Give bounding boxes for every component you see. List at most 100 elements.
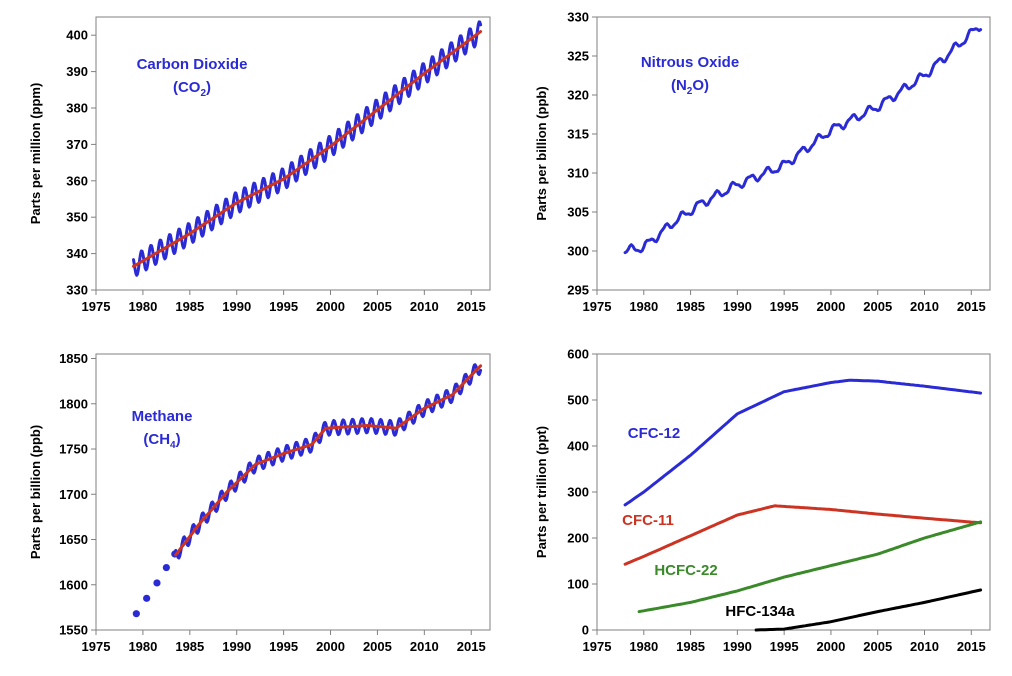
y-tick-label: 400: [66, 28, 88, 43]
x-tick-label: 2010: [410, 299, 439, 314]
x-tick-label: 2015: [957, 299, 986, 314]
series-1-line: [132, 20, 483, 277]
x-tick-label: 1985: [676, 299, 705, 314]
y-tick-label: 310: [567, 166, 589, 181]
y-tick-label: 400: [567, 439, 589, 454]
y-tick-label: 1600: [59, 577, 88, 592]
gas-name-label: Methane: [132, 408, 193, 425]
data-point: [153, 579, 161, 587]
x-tick-label: 1995: [269, 299, 298, 314]
y-tick-label: 360: [66, 173, 88, 188]
gas-name-label: Nitrous Oxide: [641, 54, 739, 71]
gas-formula-label: (CO2): [173, 79, 211, 99]
y-tick-label: 1750: [59, 442, 88, 457]
plot-frame: [596, 16, 991, 291]
y-tick-label: 200: [567, 531, 589, 546]
y-tick-label: 390: [66, 64, 88, 79]
x-tick-label: 1990: [222, 299, 251, 314]
y-tick-label: 600: [567, 347, 589, 362]
gas-formula-label: (N2O): [671, 77, 709, 97]
y-axis-label: Parts per billion (ppb): [534, 86, 549, 220]
y-tick-label: 300: [567, 244, 589, 259]
y-tick-label: 1550: [59, 623, 88, 638]
series-2-line: [132, 30, 483, 268]
y-tick-label: 1800: [59, 396, 88, 411]
y-tick-label: 295: [567, 283, 589, 298]
y-tick-label: 1650: [59, 532, 88, 547]
x-tick-label: 2015: [457, 639, 486, 654]
plot-frame: [95, 353, 491, 631]
y-tick-label: 350: [66, 210, 88, 225]
x-tick-label: 2010: [910, 639, 939, 654]
x-tick-label: 1975: [583, 299, 612, 314]
series-label: CFC-11: [622, 512, 674, 529]
gas-name-label: Carbon Dioxide: [137, 56, 248, 73]
y-axis-label: Parts per million (ppm): [28, 83, 43, 225]
y-tick-label: 1850: [59, 351, 88, 366]
data-point: [143, 594, 151, 602]
y-tick-label: 100: [567, 577, 589, 592]
data-point: [132, 610, 140, 618]
y-axis-label: Parts per billion (ppb): [28, 425, 43, 559]
x-tick-label: 2000: [316, 299, 345, 314]
series-hfc-134a-line: [754, 588, 983, 632]
chart-panel-2: 295 300 305 310 315 320 325 330 1975 1980 1985 1990…: [534, 10, 991, 314]
x-tick-label: 1995: [269, 639, 298, 654]
y-tick-label: 380: [66, 101, 88, 116]
chart-panel-4: 0 100 200 300 400 500 600 1975 1980 1985 1990 1995 2…: [534, 347, 991, 654]
x-tick-label: 1975: [82, 639, 111, 654]
y-tick-label: 340: [66, 246, 88, 261]
x-tick-label: 2005: [863, 299, 892, 314]
y-tick-label: 330: [66, 283, 88, 298]
x-tick-label: 2015: [457, 299, 486, 314]
x-tick-label: 2010: [410, 639, 439, 654]
x-tick-label: 1995: [770, 639, 799, 654]
series-2-line: [174, 363, 483, 560]
y-tick-label: 305: [567, 205, 589, 220]
y-tick-label: 315: [567, 127, 589, 142]
series-cfc-11-line: [623, 504, 983, 566]
x-tick-label: 1980: [128, 639, 157, 654]
x-tick-label: 1980: [629, 299, 658, 314]
x-tick-label: 1975: [583, 639, 612, 654]
x-tick-label: 1990: [723, 639, 752, 654]
x-tick-label: 2015: [957, 639, 986, 654]
x-tick-label: 2000: [816, 639, 845, 654]
y-tick-label: 0: [582, 623, 589, 638]
x-tick-label: 1990: [723, 299, 752, 314]
x-tick-label: 1990: [222, 639, 251, 654]
x-tick-label: 1985: [175, 639, 204, 654]
y-tick-label: 325: [567, 49, 589, 64]
x-tick-label: 1995: [770, 299, 799, 314]
data-point: [162, 563, 170, 572]
y-tick-label: 1700: [59, 487, 88, 502]
y-tick-label: 330: [567, 10, 589, 25]
series-hcfc-22-line: [637, 520, 983, 614]
plot-frame: [596, 353, 991, 631]
y-tick-label: 370: [66, 137, 88, 152]
x-tick-label: 2000: [816, 299, 845, 314]
series-label: HCFC-22: [654, 562, 717, 579]
x-tick-label: 2005: [863, 639, 892, 654]
series-cfc-12-line: [623, 378, 983, 507]
x-tick-label: 1980: [128, 299, 157, 314]
x-tick-label: 2010: [910, 299, 939, 314]
chart-panel-3: 1550 1600 1650 1700 1750 1800 1850 1975 1980 1985…: [28, 351, 491, 654]
plot-frame: [95, 16, 491, 291]
gas-formula-label: (CH4): [143, 431, 180, 451]
y-tick-label: 320: [567, 88, 589, 103]
chart-panel-1: 330 340 350 360 370 380 390 400 1975 1980 1985 1990…: [28, 16, 491, 314]
x-tick-label: 2005: [363, 299, 392, 314]
x-tick-label: 1975: [82, 299, 111, 314]
x-tick-label: 2005: [363, 639, 392, 654]
y-axis-label: Parts per trillion (ppt): [534, 426, 549, 558]
series-label: HFC-134a: [725, 603, 795, 620]
x-tick-label: 1980: [629, 639, 658, 654]
series-1-line: [623, 27, 983, 255]
x-tick-label: 1985: [175, 299, 204, 314]
y-tick-label: 500: [567, 393, 589, 408]
x-tick-label: 2000: [316, 639, 345, 654]
y-tick-label: 300: [567, 485, 589, 500]
series-label: CFC-12: [628, 425, 681, 442]
